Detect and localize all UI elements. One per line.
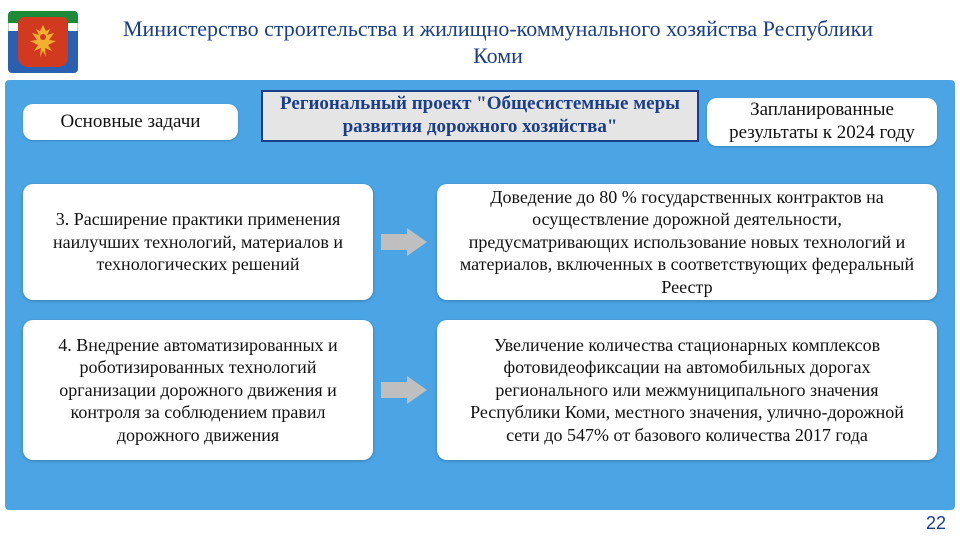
row-2: 4. Внедрение автоматизированных и роботи… — [23, 320, 937, 460]
tasks-label: Основные задачи — [23, 104, 238, 140]
task-box-4: 4. Внедрение автоматизированных и роботи… — [23, 320, 373, 460]
result-box-4: Увеличение количества стационарных компл… — [437, 320, 937, 460]
results-label: Запланированные результаты к 2024 году — [707, 98, 937, 146]
bird-icon — [26, 23, 60, 61]
project-title-box: Региональный проект "Общесистемные меры … — [261, 90, 699, 142]
top-row: Основные задачи Региональный проект "Общ… — [23, 90, 937, 150]
task-box-3: 3. Расширение практики применения наилуч… — [23, 184, 373, 300]
header: Министерство строительства и жилищно-ком… — [0, 0, 960, 80]
emblem — [8, 11, 78, 73]
arrow-icon — [381, 184, 429, 300]
row-1: 3. Расширение практики применения наилуч… — [23, 184, 937, 300]
main-panel: Основные задачи Региональный проект "Общ… — [5, 80, 955, 510]
result-box-3: Доведение до 80 % государственных контра… — [437, 184, 937, 300]
page-number: 22 — [926, 513, 946, 534]
page-title: Министерство строительства и жилищно-ком… — [96, 15, 940, 70]
arrow-icon — [381, 320, 429, 460]
